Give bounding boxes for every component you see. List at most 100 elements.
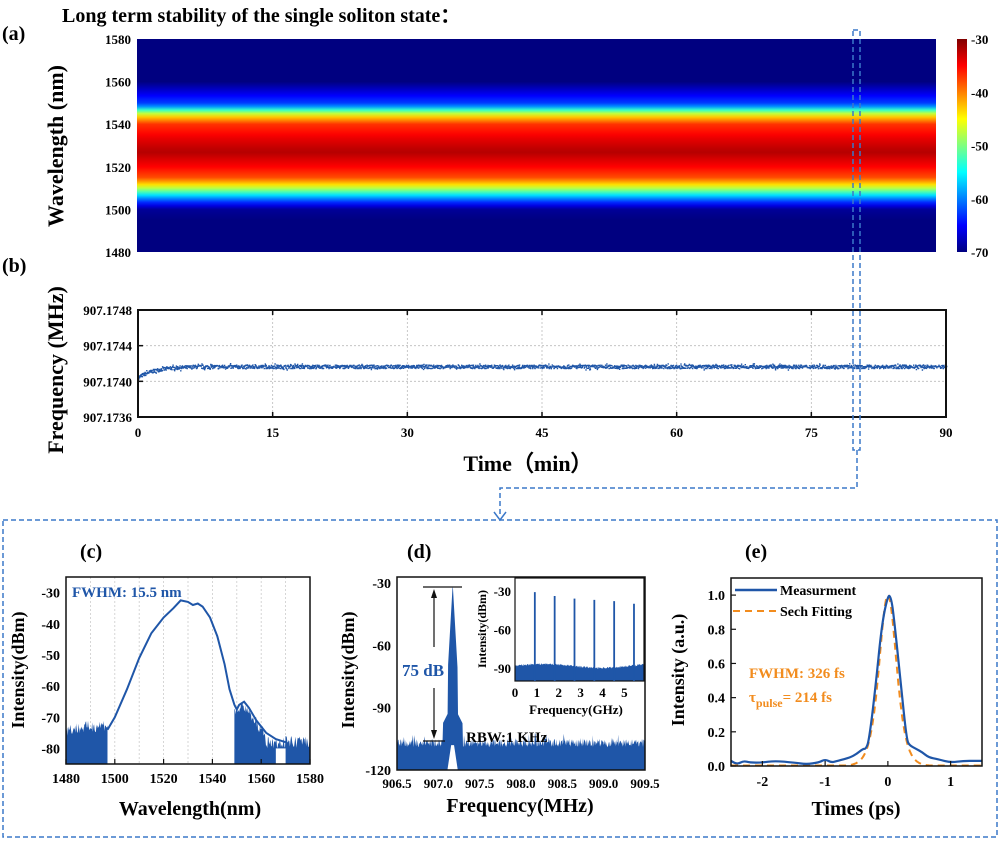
panel-d-rf-spectrum: (d) 906.5 907.0 907.5 908.0 908.5 909.0 909.5 -…: [338, 541, 660, 817]
colorbar-tick-label: -70: [971, 245, 988, 260]
inset-xtick-label: 1: [534, 685, 541, 700]
panel-d-xlabel: Frequency(MHz): [446, 795, 593, 817]
detail-panels-box: [2, 519, 998, 838]
panel-c-xtick-label: 1560: [247, 772, 275, 787]
panel-label-c: (c): [80, 541, 102, 563]
colorbar: [957, 39, 967, 252]
colorbar-tick-label: -40: [971, 85, 988, 100]
panel-c-ytick-label: -50: [41, 649, 60, 664]
panel-e-ytick-label: 1.0: [708, 589, 726, 604]
inset-xlabel: Frequency(GHz): [529, 702, 623, 717]
panel-d-plot-frame: [396, 576, 646, 771]
tau-subscript: pulse: [756, 696, 783, 710]
panel-e-ytick-label: 0.2: [708, 726, 726, 741]
colorbar-tick-label: -60: [971, 192, 988, 207]
panel-c-xtick-label: 1540: [198, 772, 226, 787]
panel-e-xtick-label: 0: [884, 775, 891, 790]
panel-b-xtick-label: 45: [536, 425, 550, 440]
panel-d-xtick-label: 907.5: [465, 776, 495, 791]
snr-indicator: [423, 586, 462, 742]
panel-e-autocorrelation: (e) -2 -1 0 1 0.0 0.2 0.4 0.6 0.8 1.0 Measurment …: [668, 541, 983, 820]
zoom-marker-connector: [499, 450, 858, 515]
panel-b-xtick-label: 0: [135, 425, 142, 440]
tau-value: = 214 fs: [783, 690, 833, 706]
panel-label-a: (a): [2, 23, 25, 45]
snr-annotation: 75 dB: [402, 661, 444, 680]
panel-b-xlabel: Time（min）: [463, 451, 592, 476]
figure-title: Long term stability of the single solito…: [62, 5, 460, 27]
panel-b-xtick-label: 15: [266, 425, 280, 440]
zoom-marker: [2, 29, 998, 838]
snr-arrow-down-head: [431, 730, 437, 739]
heatmap-ytick-label: 1500: [105, 202, 131, 217]
panel-b-xtick-label: 75: [805, 425, 819, 440]
tau-annotation-e: τpulse= 214 fs: [749, 690, 832, 710]
panel-c-xtick-label: 1520: [150, 772, 178, 787]
panel-d-ytick-label: -60: [372, 639, 391, 654]
optical-spectrum-line: [106, 599, 286, 744]
panel-a-ylabel: Wavelength (nm): [43, 65, 68, 227]
panel-c-ytick-label: -40: [41, 618, 60, 633]
zoom-marker-window: [852, 29, 861, 451]
panel-e-xlabel: Times (ps): [811, 798, 900, 820]
panel-label-d: (d): [407, 541, 431, 563]
panel-d-inset: 0 1 2 3 4 5 -30 -60 -90 Intensity(dBm) Frequency…: [475, 577, 645, 717]
panel-d-xtick-label: 906.5: [382, 776, 412, 791]
panel-d-xtick-label: 908.0: [506, 776, 535, 791]
rf-peak-notch: [447, 745, 458, 770]
panel-e-ytick-label: 0.4: [708, 692, 726, 707]
inset-ylabel: Intensity(dBm): [475, 590, 489, 668]
panel-b-xtick-label: 30: [401, 425, 414, 440]
panel-e-ytick-label: 0.6: [708, 657, 726, 672]
panel-c-xtick-label: 1480: [52, 772, 80, 787]
legend-label-sech-fitting: Sech Fitting: [780, 605, 852, 620]
panel-e-ytick-label: 0.0: [708, 760, 726, 775]
inset-xtick-label: 4: [599, 685, 606, 700]
panel-b-xtick-label: 90: [940, 425, 953, 440]
panel-c-xtick-label: 1580: [296, 772, 324, 787]
heatmap-ytick-label: 1540: [105, 117, 131, 132]
legend-label-measurment: Measurment: [780, 584, 857, 599]
panel-b-ytick-label: 907.1748: [83, 303, 132, 318]
panel-d-xtick-label: 908.5: [548, 776, 578, 791]
inset-ytick-label: -30: [494, 584, 511, 599]
inset-ytick-label: -90: [494, 661, 511, 676]
panel-c-xtick-label: 1500: [101, 772, 129, 787]
panel-b-frequency-stability: Frequency (MHz) 0 15 30 45 60 75 90 907.1736 907…: [43, 286, 953, 476]
panel-c-ytick-label: -80: [41, 742, 60, 757]
fwhm-annotation-e: FWHM: 326 fs: [749, 666, 845, 682]
heatmap-ytick-label: 1480: [105, 245, 131, 260]
panel-b-xtick-label: 60: [670, 425, 683, 440]
inset-plot-frame: [514, 577, 645, 682]
panel-b-ytick-label: 907.1736: [83, 410, 132, 425]
panel-c-xlabel: Wavelength(nm): [119, 798, 261, 820]
inset-harmonics-trace: [515, 592, 644, 681]
panel-e-plot-frame: [730, 577, 983, 767]
tau-symbol: τ: [749, 690, 756, 706]
panel-d-xtick-label: 909.0: [589, 776, 618, 791]
panel-d-xtick-label: 907.0: [424, 776, 453, 791]
panel-d-ytick-label: -30: [372, 577, 391, 592]
panel-d-ylabel: Intensity(dBm): [338, 611, 359, 728]
inset-xtick-label: 5: [621, 685, 628, 700]
panel-c-plot-frame: [65, 576, 311, 765]
snr-arrow-up-head: [431, 589, 437, 598]
panel-label-b: (b): [2, 255, 26, 277]
panel-e-ytick-label: 0.8: [708, 623, 726, 638]
panel-c-ytick-label: -30: [41, 587, 60, 602]
legend: Measurment Sech Fitting: [733, 584, 857, 620]
heatmap-ytick-label: 1520: [105, 160, 131, 175]
panel-e-xtick-label: 1: [947, 775, 954, 790]
colorbar-tick-label: -30: [971, 32, 988, 47]
panel-c-optical-spectrum: (c) 1480 1500 1520 1540 1560 1580 -30 -40 -50 -60…: [8, 541, 324, 820]
rbw-annotation: RBW:1 KHz: [466, 730, 548, 746]
panel-c-ytick-label: -60: [41, 680, 60, 695]
panel-d-xtick-label: 909.5: [630, 776, 660, 791]
fwhm-annotation-c: FWHM: 15.5 nm: [72, 585, 182, 601]
rf-spectrum-trace: [397, 586, 645, 770]
panel-e-xtick-label: -2: [757, 775, 769, 790]
panel-c-ylabel: Intensity(dBm): [8, 611, 29, 728]
panel-d-ytick-label: -90: [372, 702, 391, 717]
panel-b-ylabel: Frequency (MHz): [43, 286, 68, 454]
